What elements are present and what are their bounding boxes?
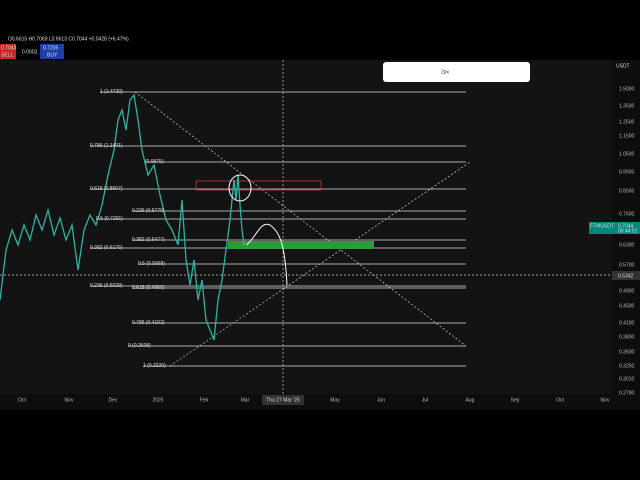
crosshair-price: 0.5342 — [618, 273, 634, 279]
circle-annotation — [228, 174, 252, 202]
price-label: 0.9500 — [619, 169, 635, 175]
price-label: 0.5700 — [619, 262, 635, 268]
trend-lines — [0, 60, 612, 394]
price-label: 0.4500 — [619, 303, 635, 309]
time-label: Nov — [65, 397, 74, 403]
crosshair-price-box — [612, 271, 640, 280]
sell-button[interactable] — [0, 44, 16, 59]
time-label: Sep — [511, 397, 520, 403]
time-label: Jul — [422, 397, 428, 403]
time-label: Nov — [601, 397, 610, 403]
fib-label: 0.382 (0.6477) — [132, 237, 165, 243]
time-label: Mar — [241, 397, 250, 403]
fib-label: 0.786 (1.1401) — [90, 143, 123, 149]
fib-label: 0.618 (0.8607) — [90, 186, 123, 192]
time-label: Feb — [200, 397, 209, 403]
price-label: 0.8500 — [619, 188, 635, 194]
ohlc: O0.6615 H0.7069 L0.6613 C0.7044 +0.0428 … — [8, 36, 129, 42]
fib-label: 0.5 (0.5668) — [138, 261, 165, 267]
countdown: 09:44:51 — [618, 228, 638, 234]
price-label: 1.5000 — [619, 86, 635, 92]
spread: 0.0002 — [22, 49, 38, 55]
price-label: 0.3800 — [619, 334, 635, 340]
price-label: 1.2500 — [619, 119, 635, 125]
time-label: 2025 — [152, 397, 163, 403]
price-label: 0.3010 — [619, 376, 635, 382]
crosshair-date: Thu 27 Mar '25 — [266, 397, 300, 403]
price-label: 1.0500 — [619, 151, 635, 157]
buy-label[interactable]: BUY — [47, 52, 58, 58]
price-label: 0.4900 — [619, 288, 635, 294]
buy-price[interactable]: 0.7205 — [43, 45, 59, 51]
time-label: May — [330, 397, 340, 403]
price-label: 0.3500 — [619, 349, 635, 355]
time-label: Oct — [18, 397, 26, 403]
price-label: 0.4100 — [619, 320, 635, 326]
fib-label: 0 (0.3608) — [128, 343, 151, 349]
time-axis — [0, 394, 640, 410]
sell-price[interactable]: 0.7043 — [1, 45, 17, 51]
price-label: 1.3500 — [619, 103, 635, 109]
drawing-toolbar[interactable] — [383, 62, 530, 82]
price-label: 0.6300 — [619, 242, 635, 248]
time-label: Oct — [556, 397, 564, 403]
fib-label: 0.618 (0.4960) — [132, 285, 165, 291]
fib-label: 0.382 (0.6176) — [90, 245, 123, 251]
price-label: 1.1500 — [619, 133, 635, 139]
price-label: 0.3250 — [619, 363, 635, 369]
sell-label[interactable]: SELL — [1, 52, 13, 58]
fib-label: 0.786 (0.4102) — [132, 320, 165, 326]
last-price: 0.7044 — [618, 223, 634, 229]
currency[interactable]: USDT — [616, 63, 630, 69]
support-zone — [228, 241, 374, 249]
line-width[interactable]: 2px — [441, 69, 450, 75]
fib-label: 0.236 (0.6770) — [132, 208, 165, 214]
price-label: 0.7500 — [619, 211, 635, 217]
symbol-tag: FTMUSDT — [590, 223, 614, 229]
last-price-tag — [589, 222, 640, 234]
projection-arrow — [245, 223, 288, 286]
buy-button[interactable] — [40, 44, 64, 59]
price-candles — [0, 93, 245, 341]
fib-label: 1 (1.4730) — [100, 89, 123, 95]
fib-label: (0.9975) — [145, 159, 164, 165]
resistance-zone — [195, 180, 322, 191]
time-label: Aug — [466, 397, 475, 403]
time-label: Jun — [377, 397, 385, 403]
chart-area — [0, 60, 612, 394]
price-label: 0.2790 — [619, 390, 635, 396]
fib-label: 0.5 (0.7291) — [96, 216, 123, 222]
fib-label: 1 (0.3220) — [143, 363, 166, 369]
time-label: Dec — [109, 397, 118, 403]
fib-label: 0.236 (0.5029) — [90, 283, 123, 289]
crosshair-date-box — [262, 395, 304, 405]
